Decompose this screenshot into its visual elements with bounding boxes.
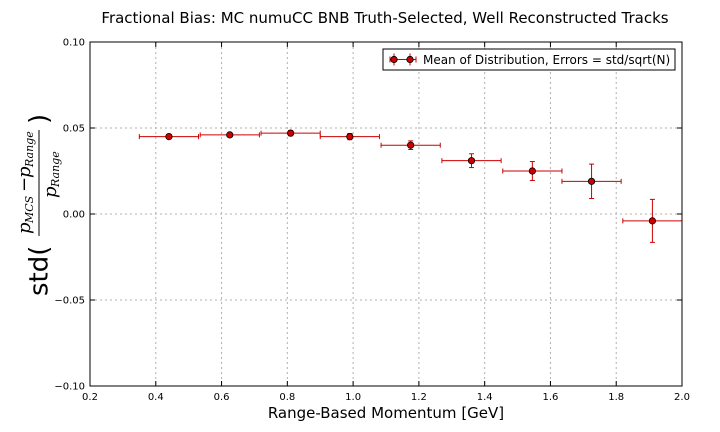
x-tick-label: 1.0 — [345, 392, 361, 403]
chart-title: Fractional Bias: MC numuCC BNB Truth-Sel… — [101, 9, 668, 27]
y-label-num-p: p — [14, 222, 35, 234]
legend-marker — [389, 53, 417, 66]
data-point-marker — [528, 167, 536, 175]
data-point-marker — [287, 129, 295, 137]
y-label-den-sub: Range — [49, 151, 62, 188]
grid-layer — [90, 42, 682, 386]
x-axis-label: Range-Based Momentum [GeV] — [268, 404, 504, 422]
x-tick-label: 1.2 — [411, 392, 427, 403]
data-point-marker — [467, 157, 476, 165]
data-point — [380, 140, 441, 150]
x-tick-label: 1.4 — [477, 392, 493, 403]
data-point — [199, 131, 260, 139]
legend: Mean of Distribution, Errors = std/sqrt(… — [382, 48, 676, 71]
x-tick-label: 0.4 — [148, 392, 164, 403]
data-point-marker — [407, 141, 415, 149]
data-point-marker — [165, 133, 173, 141]
y-axis-label: std( p MCS − p Range p Range ) — [14, 114, 62, 296]
y-axis-ticks: −0.10 −0.05 0.00 0.05 0.10 — [54, 38, 682, 393]
y-label-minus: − — [14, 177, 35, 192]
y-tick-label: −0.05 — [54, 296, 85, 307]
data-point — [502, 161, 563, 181]
y-label-num-sub2: Range — [23, 131, 36, 168]
y-label-num-sub1: MCS — [23, 195, 36, 224]
y-label-prefix: std( — [25, 246, 55, 296]
y-tick-label: 0.05 — [63, 124, 85, 135]
x-tick-label: 0.2 — [82, 392, 98, 403]
y-label-suffix: ) — [25, 114, 55, 124]
x-tick-label: 1.8 — [608, 392, 624, 403]
x-tick-label: 0.6 — [214, 392, 230, 403]
data-point-marker — [648, 217, 657, 225]
data-point — [561, 163, 622, 200]
y-tick-label: 0.00 — [63, 210, 85, 221]
y-label-num-p2: p — [14, 166, 35, 178]
data-point — [260, 129, 321, 137]
y-label-den-p: p — [40, 186, 61, 198]
data-point-marker — [587, 177, 596, 185]
x-axis-ticks: 0.2 0.4 0.6 0.8 1.0 1.2 1.4 1.6 1.8 2.0 — [82, 42, 690, 403]
y-tick-label: −0.10 — [54, 382, 85, 393]
data-point-marker — [346, 133, 354, 141]
series-layer — [138, 129, 683, 243]
legend-point-marker — [406, 55, 414, 64]
data-point-marker — [226, 131, 234, 139]
data-point — [441, 153, 502, 169]
data-point — [138, 133, 200, 141]
legend-label: Mean of Distribution, Errors = std/sqrt(… — [423, 53, 670, 67]
x-tick-label: 0.8 — [279, 392, 295, 403]
legend-box — [382, 48, 676, 71]
data-point — [622, 198, 683, 243]
x-tick-label: 2.0 — [674, 392, 690, 403]
data-point — [319, 133, 380, 141]
x-tick-label: 1.6 — [542, 392, 558, 403]
y-tick-label: 0.10 — [63, 38, 85, 49]
legend-point-marker — [390, 55, 398, 64]
